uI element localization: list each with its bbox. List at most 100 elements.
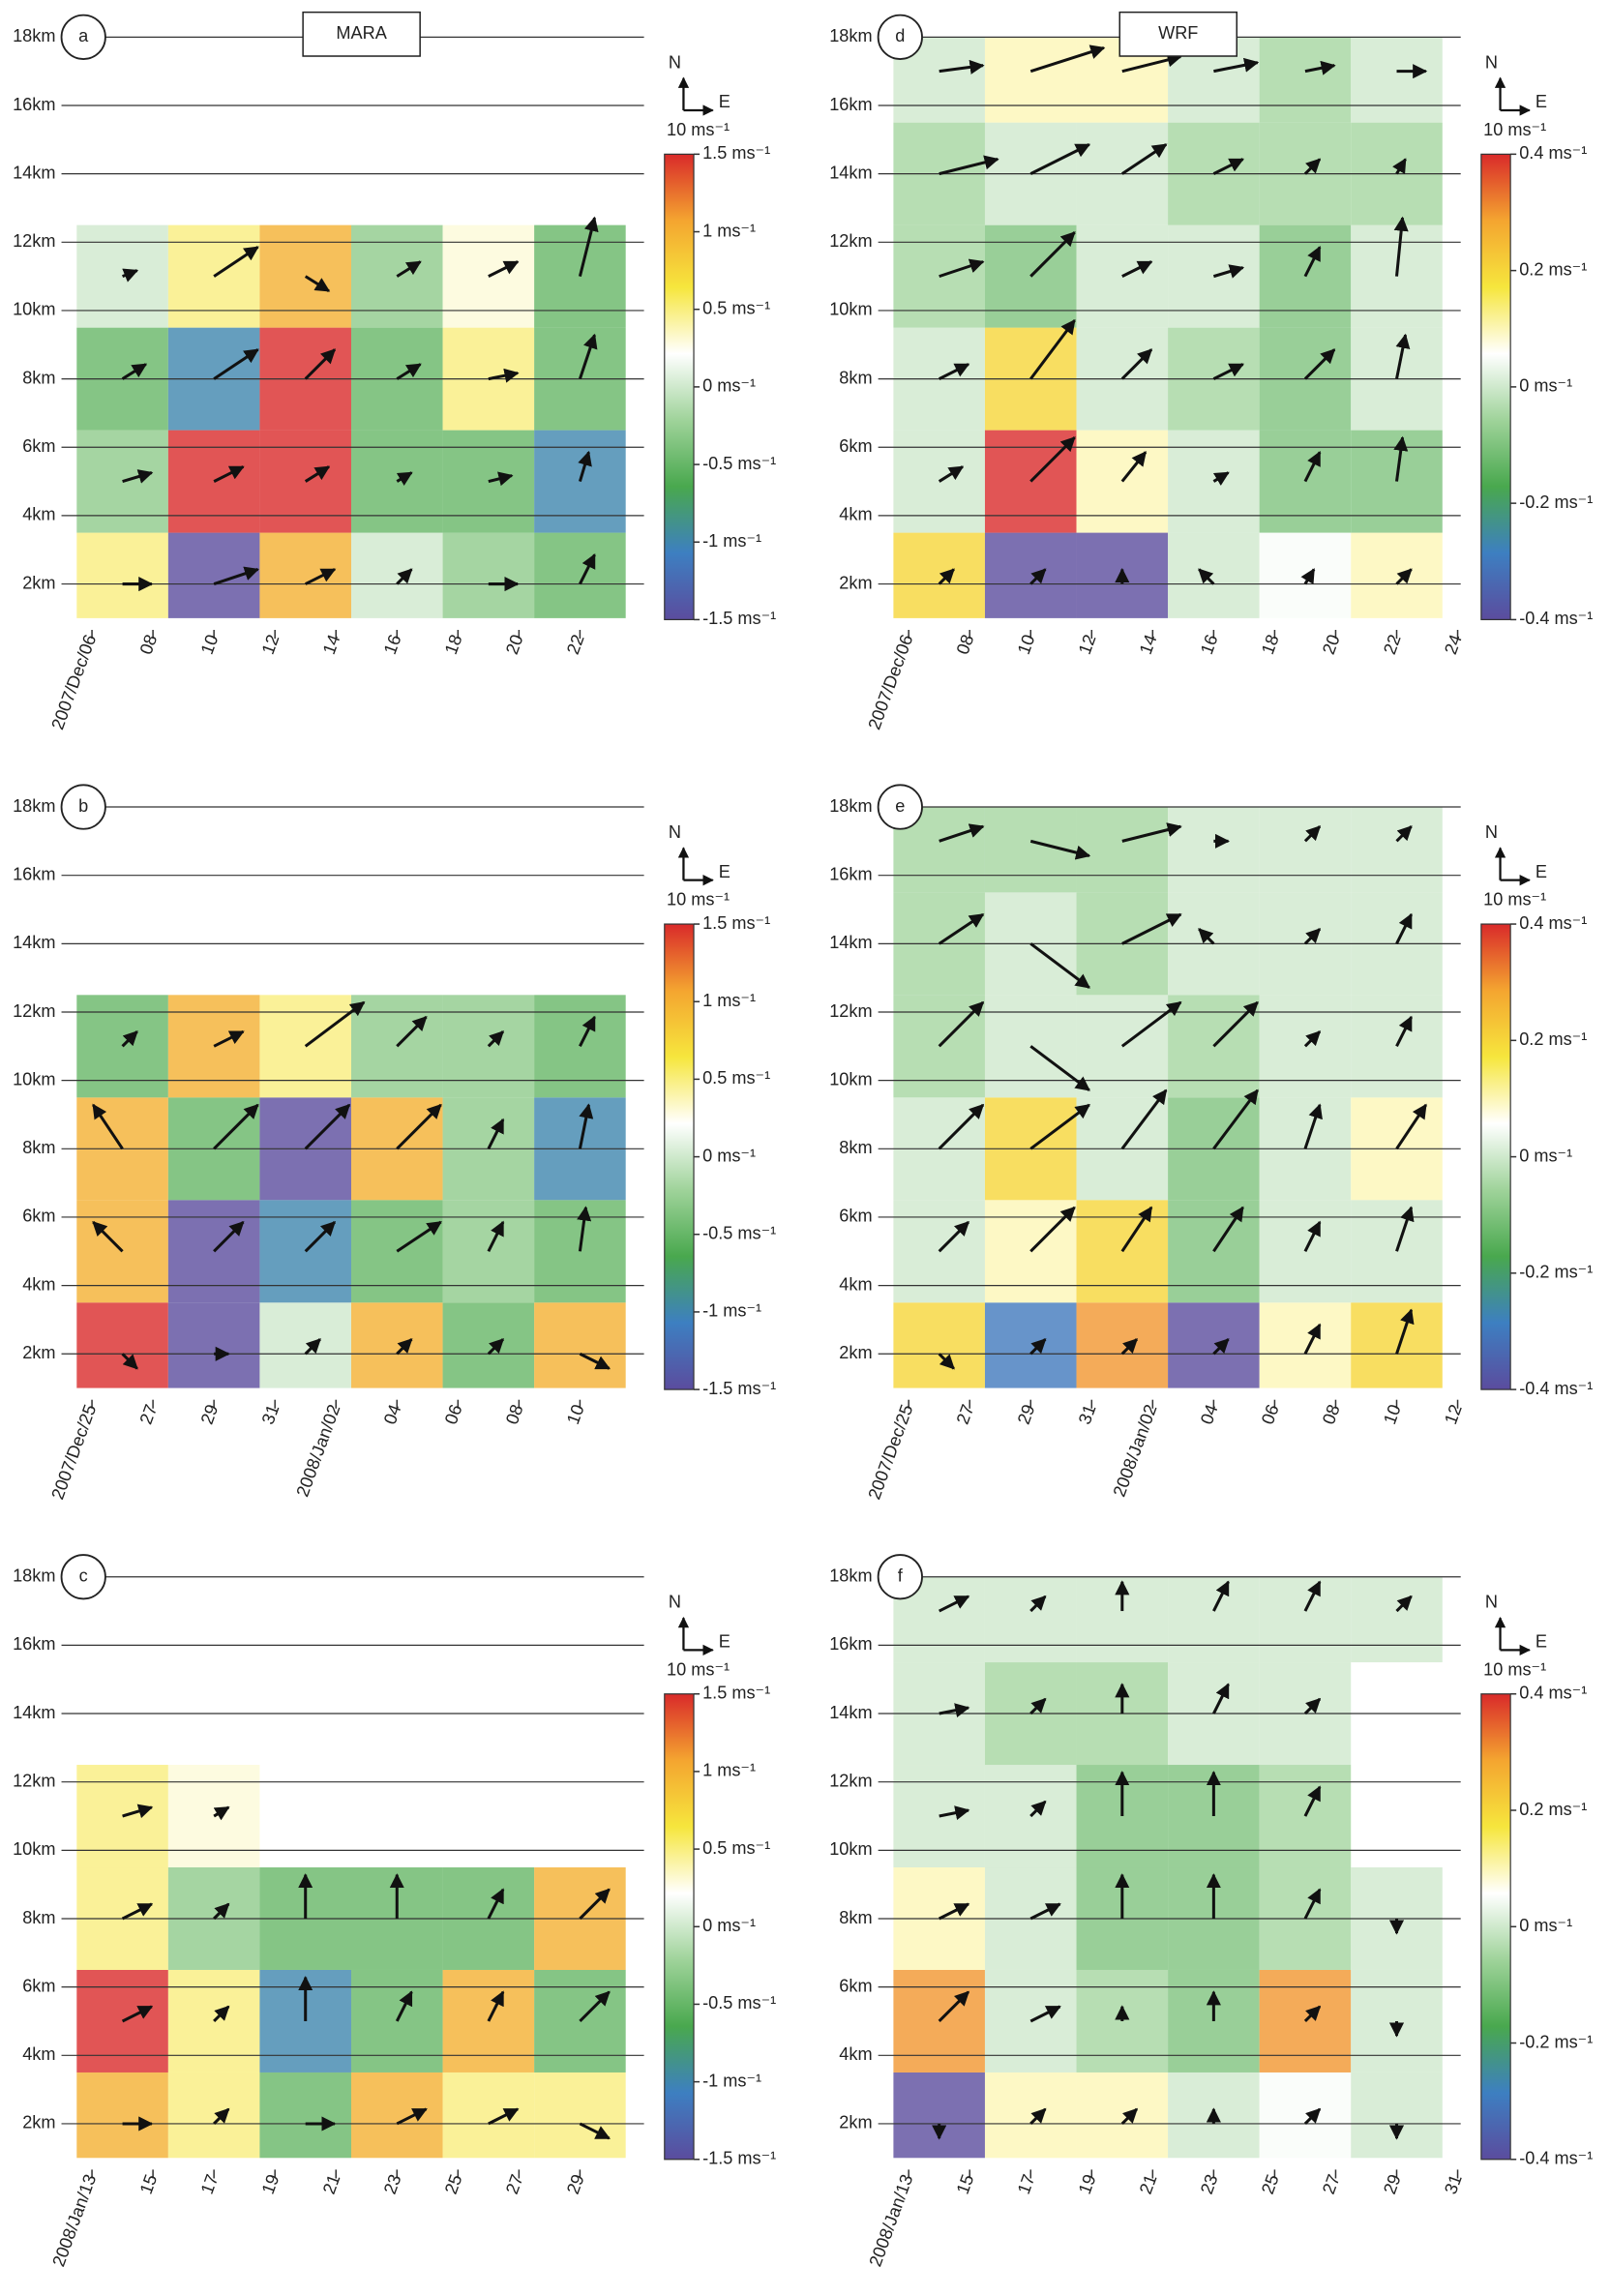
wind-arrow (213, 566, 259, 586)
panel-letter: a (78, 26, 89, 45)
shading-cell (442, 430, 535, 533)
wind-arrow (1303, 450, 1322, 483)
wind-arrow (213, 1805, 230, 1821)
wind-arrow (1029, 1103, 1090, 1150)
wind-arrow (396, 1338, 413, 1356)
shading-cell (1076, 1302, 1169, 1388)
shading-cell (1351, 1576, 1443, 1663)
shading-cell (1351, 2072, 1443, 2159)
colorbar-label: 0 ms⁻¹ (1519, 376, 1572, 396)
colorbar-label: 0.2 ms⁻¹ (1519, 1029, 1587, 1049)
wind-arrow (1303, 1030, 1322, 1048)
y-tick-label: 14km (829, 1703, 872, 1722)
wind-arrow (396, 1103, 442, 1150)
panel-circle (60, 14, 106, 60)
north-label: N (669, 52, 681, 72)
wind-arrow (939, 1902, 970, 1921)
x-tick-label: 18 (441, 632, 466, 657)
wind-arrow (213, 246, 259, 278)
colorbar-label: -0.5 ms⁻¹ (702, 1224, 776, 1243)
shading-cell (893, 224, 985, 328)
shading-cell (984, 37, 1077, 123)
x-tick-label: 17 (197, 2172, 223, 2197)
colorbar (664, 923, 695, 1390)
colorbar (1480, 1693, 1511, 2161)
scale-label: 10 ms⁻¹ (667, 890, 730, 909)
panel-letter: b (78, 796, 88, 816)
shading-cell (1076, 2072, 1169, 2159)
colorbar (1480, 923, 1511, 1390)
wind-arrow (578, 333, 598, 380)
wind-arrow (121, 2005, 154, 2023)
x-tick-label: 18 (1258, 632, 1283, 657)
y-tick-label: 8km (839, 1908, 872, 1927)
wind-arrow (938, 1103, 985, 1150)
y-tick-label: 4km (22, 2044, 55, 2064)
wind-arrow (1121, 52, 1182, 74)
wind-arrow (1120, 1000, 1182, 1048)
shading-cell (1259, 2072, 1352, 2159)
wind-arrow (1029, 318, 1076, 380)
wind-arrow (213, 1029, 245, 1048)
panel-letter: f (898, 1566, 904, 1586)
wind-arrow (579, 1352, 611, 1370)
wind-arrow (938, 1990, 970, 2023)
shading-cell (893, 1200, 985, 1303)
colorbar-label: 0 ms⁻¹ (702, 376, 756, 396)
x-tick-label: 16 (380, 632, 405, 657)
shading-cell (350, 1302, 443, 1388)
scale-label: 10 ms⁻¹ (667, 120, 730, 139)
x-tick-label: 20 (1319, 632, 1344, 657)
colorbar-label: -1 ms⁻¹ (702, 531, 761, 551)
wind-arrow (396, 260, 422, 278)
wind-arrow (939, 1595, 970, 1613)
shading-cell (442, 532, 535, 618)
colorbar-label: 0.4 ms⁻¹ (1519, 143, 1587, 163)
panel: 2km 4km 6km 8km 10km 12km 14km 16km 18km 2007/Dec… (829, 11, 1593, 732)
colorbar-label: 1 ms⁻¹ (702, 221, 756, 240)
wind-arrow (939, 1805, 970, 1821)
wind-arrow (1120, 1338, 1139, 1356)
panel: 2km 4km 6km 8km 10km 12km 14km 16km 18km 2007/Dec… (829, 784, 1593, 1502)
y-tick-label: 4km (839, 1274, 872, 1294)
wind-arrow (92, 1103, 124, 1150)
wind-arrow (939, 258, 985, 279)
wind-arrow (938, 568, 955, 585)
colorbar-label: 0.4 ms⁻¹ (1519, 913, 1587, 933)
wind-arrow (938, 1000, 985, 1048)
x-tick-label: 14 (1136, 632, 1161, 657)
wind-arrow (1303, 1888, 1322, 1920)
wind-arrow (1212, 1088, 1259, 1150)
wind-arrow (488, 471, 514, 487)
y-tick-label: 12km (13, 1771, 55, 1790)
wind-arrow (487, 1338, 505, 1356)
wind-arrow (1395, 825, 1413, 843)
wind-arrow (396, 1015, 428, 1048)
wind-arrow (1029, 1902, 1061, 1921)
shading-cell (1351, 995, 1443, 1098)
shading-cell (167, 1302, 260, 1388)
north-label: N (1485, 52, 1498, 72)
north-label: N (669, 822, 681, 842)
wind-arrow (121, 1030, 138, 1048)
wind-arrow (1029, 1206, 1076, 1253)
y-tick-label: 6km (22, 1207, 55, 1226)
title-box (302, 11, 421, 57)
colorbar-label: 0.2 ms⁻¹ (1519, 259, 1587, 279)
wind-arrow (579, 1990, 611, 2023)
panel-title: MARA (336, 23, 387, 43)
y-tick-label: 16km (13, 95, 55, 114)
wind-arrow (1392, 158, 1407, 175)
shading-cell (893, 1302, 985, 1388)
colorbar-label: 1.5 ms⁻¹ (702, 1684, 770, 1703)
wind-arrow (577, 1206, 592, 1252)
wind-arrow (579, 2122, 611, 2140)
wind-arrow (1212, 158, 1244, 175)
wind-arrow (1303, 1103, 1323, 1149)
wind-arrow (1121, 822, 1182, 843)
wind-arrow (1029, 45, 1106, 74)
colorbar-label: 0.5 ms⁻¹ (702, 1068, 770, 1088)
colorbar-label: 0 ms⁻¹ (1519, 1146, 1572, 1165)
y-tick-label: 14km (13, 933, 55, 952)
x-tick-label: 25 (1258, 2172, 1283, 2197)
